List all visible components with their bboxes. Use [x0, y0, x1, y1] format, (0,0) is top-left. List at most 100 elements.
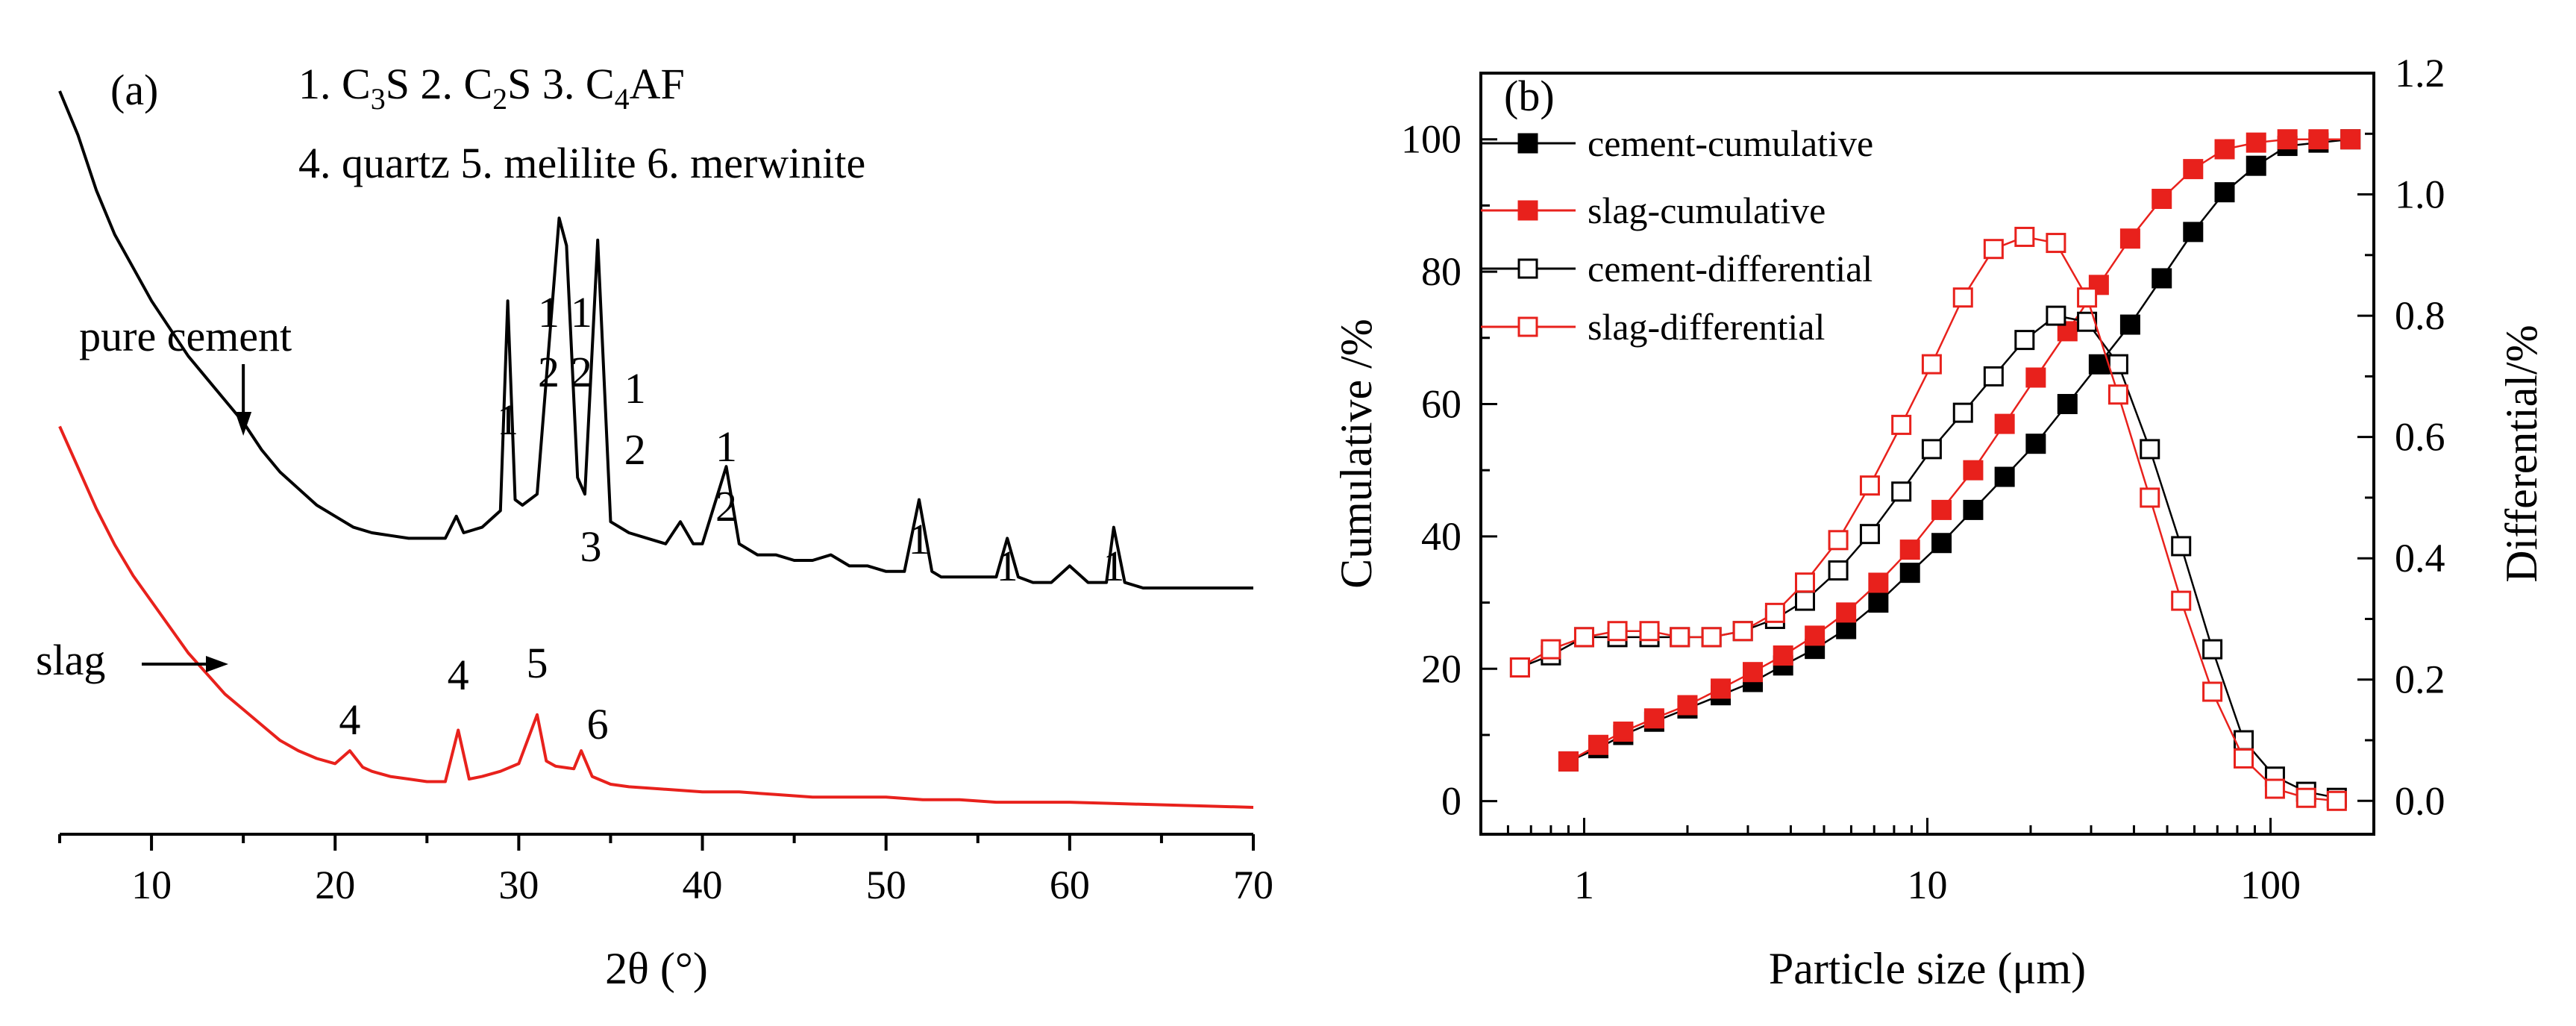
- panel-a-arrows: [142, 364, 252, 672]
- panel-a-annotation: 2: [571, 348, 592, 396]
- panel-b-point-cement-cumulative: [2152, 268, 2172, 289]
- panel-a-x-tick-label: 60: [1050, 863, 1090, 907]
- panel-b-point-slag-differential: [1794, 572, 1815, 593]
- panel-b-left-tick-label: 60: [1421, 381, 1461, 426]
- panel-b-point-slag-differential: [1670, 627, 1690, 648]
- panel-b-point-cement-cumulative: [1836, 619, 1857, 639]
- panel-b: 1 10 1000204060801000.00.20.40.60.81.01.2 …: [1332, 51, 2546, 993]
- panel-b-point-slag-cumulative: [1899, 539, 1920, 560]
- panel-b-left-tick-label: 100: [1401, 117, 1461, 162]
- panel-b-left-tick-label: 0: [1441, 779, 1461, 824]
- panel-a-x-axis-title: 2θ (°): [605, 944, 708, 993]
- panel-b-right-y-axis-title: Differential/%: [2497, 325, 2546, 582]
- pure-cement-arrow-head: [235, 412, 252, 436]
- panel-b-point-slag-cumulative: [1613, 722, 1634, 742]
- panel-a-annotation: 1: [1103, 542, 1124, 590]
- panel-b-right-tick-label: 1.2: [2395, 51, 2445, 96]
- panel-b-point-slag-differential: [1764, 602, 1785, 623]
- panel-a-phase-legend-line-2: 4. quartz 5. melilite 6. merwinite: [298, 139, 865, 187]
- panel-b-point-slag-differential: [1701, 627, 1722, 648]
- panel-b-point-slag-cumulative: [1868, 572, 1889, 593]
- legend-swatch-marker-slag-differential: [1517, 316, 1538, 337]
- panel-b-point-slag-differential: [1891, 414, 1912, 435]
- legend-swatch-marker-cement-cumulative: [1517, 133, 1538, 154]
- legend-swatch-marker-cement-differential: [1517, 258, 1538, 279]
- panel-b-point-slag-differential: [1921, 354, 1942, 375]
- panel-b-point-cement-differential: [1983, 366, 2004, 387]
- panel-b-right-tick-label: 1.0: [2395, 172, 2445, 217]
- phase-legend-glyph: 1: [298, 60, 320, 108]
- panel-b-point-slag-cumulative: [2246, 132, 2266, 153]
- panel-b-point-slag-cumulative: [1836, 602, 1857, 623]
- panel-a-x-tick-label: 30: [498, 863, 539, 907]
- panel-b-point-slag-differential: [2264, 778, 2285, 799]
- panel-b-point-cement-cumulative: [1868, 592, 1889, 613]
- panel-b-point-cement-differential: [2108, 354, 2128, 375]
- phase-legend-glyph: [331, 60, 342, 108]
- phase-legend-glyph: [574, 60, 586, 108]
- panel-b-point-slag-cumulative: [1743, 662, 1764, 683]
- legend-label-slag-differential: slag-differential: [1588, 306, 1825, 348]
- panel-a-x-tick-label: 40: [683, 863, 723, 907]
- panel-b-point-slag-differential: [2295, 787, 2316, 808]
- phase-legend-glyph: C: [586, 60, 615, 108]
- panel-a: 10 20 30 40 50 60 70 2θ (°) (a) 1. C3S 2. C2S …: [36, 60, 1273, 993]
- panel-b-x-tick-label: 100: [2240, 863, 2301, 907]
- panel-b-point-slag-differential: [2326, 790, 2347, 811]
- phase-legend-glyph: C: [342, 60, 371, 108]
- panel-b-legend: cement-cumulative slag-cumulative cement-d…: [1481, 122, 1873, 348]
- phase-legend-glyph: 3: [542, 60, 564, 108]
- legend-label-cement-cumulative: cement-cumulative: [1588, 122, 1873, 164]
- panel-b-point-cement-differential: [2202, 639, 2223, 660]
- panel-a-annotation: 2: [624, 425, 646, 474]
- panel-a-x-tick-label: 70: [1233, 863, 1273, 907]
- panel-b-point-cement-cumulative: [1994, 466, 2015, 487]
- panel-a-annotation: 1: [624, 364, 646, 413]
- panel-b-point-slag-differential: [1732, 621, 1753, 642]
- panel-a-annotation: 1: [997, 542, 1018, 590]
- panel-b-point-slag-differential: [2046, 233, 2066, 254]
- panel-b-point-slag-cumulative: [1963, 460, 1984, 481]
- panel-b-point-slag-cumulative: [2277, 129, 2298, 150]
- panel-b-point-slag-differential: [1639, 621, 1660, 642]
- panel-b-point-slag-cumulative: [2152, 189, 2172, 210]
- panel-b-point-slag-differential: [2077, 287, 2098, 308]
- panel-a-x-ticks: 10 20 30 40 50 60 70: [58, 834, 1273, 907]
- panel-b-letter: (b): [1504, 72, 1555, 120]
- phase-legend-glyph: S: [507, 60, 531, 108]
- panel-b-left-tick-label: 20: [1421, 646, 1461, 691]
- legend-label-cement-differential: cement-differential: [1588, 248, 1873, 290]
- panel-b-point-cement-cumulative: [1931, 533, 1952, 554]
- panel-a-annotation: 3: [580, 522, 602, 571]
- panel-a-annotation: 1: [538, 288, 560, 337]
- phase-legend-glyph: .: [442, 60, 453, 108]
- panel-b-point-cement-differential: [2140, 439, 2160, 460]
- panel-b-point-cement-differential: [1859, 524, 1880, 545]
- panel-a-annotation: 4: [339, 695, 360, 744]
- panel-b-point-slag-differential: [2140, 487, 2160, 508]
- panel-b-point-slag-cumulative: [2025, 367, 2046, 388]
- panel-b-point-cement-cumulative: [1963, 499, 1984, 520]
- panel-b-point-cement-cumulative: [2119, 314, 2140, 335]
- panel-a-annotation: 4: [448, 651, 469, 699]
- panel-b-point-slag-cumulative: [1558, 751, 1579, 772]
- panel-b-point-slag-cumulative: [1677, 695, 1698, 716]
- legend-swatch-marker-slag-cumulative: [1517, 200, 1538, 221]
- panel-b-point-slag-cumulative: [2183, 159, 2204, 180]
- panel-b-point-cement-differential: [2014, 330, 2035, 351]
- panel-b-right-tick-label: 0.4: [2395, 536, 2445, 581]
- panel-a-annotation: 6: [587, 700, 609, 748]
- panel-b-right-tick-label: 0.0: [2395, 778, 2445, 823]
- panel-a-annotation: 2: [538, 348, 560, 396]
- panel-b-point-cement-cumulative: [2183, 222, 2204, 243]
- panel-b-right-tick-label: 0.8: [2395, 293, 2445, 338]
- panel-a-letter: (a): [110, 66, 158, 114]
- panel-b-point-slag-cumulative: [1643, 708, 1664, 729]
- panel-b-point-slag-cumulative: [2214, 139, 2235, 160]
- panel-b-point-cement-differential: [1891, 481, 1912, 502]
- panel-b-point-slag-differential: [1509, 657, 1530, 678]
